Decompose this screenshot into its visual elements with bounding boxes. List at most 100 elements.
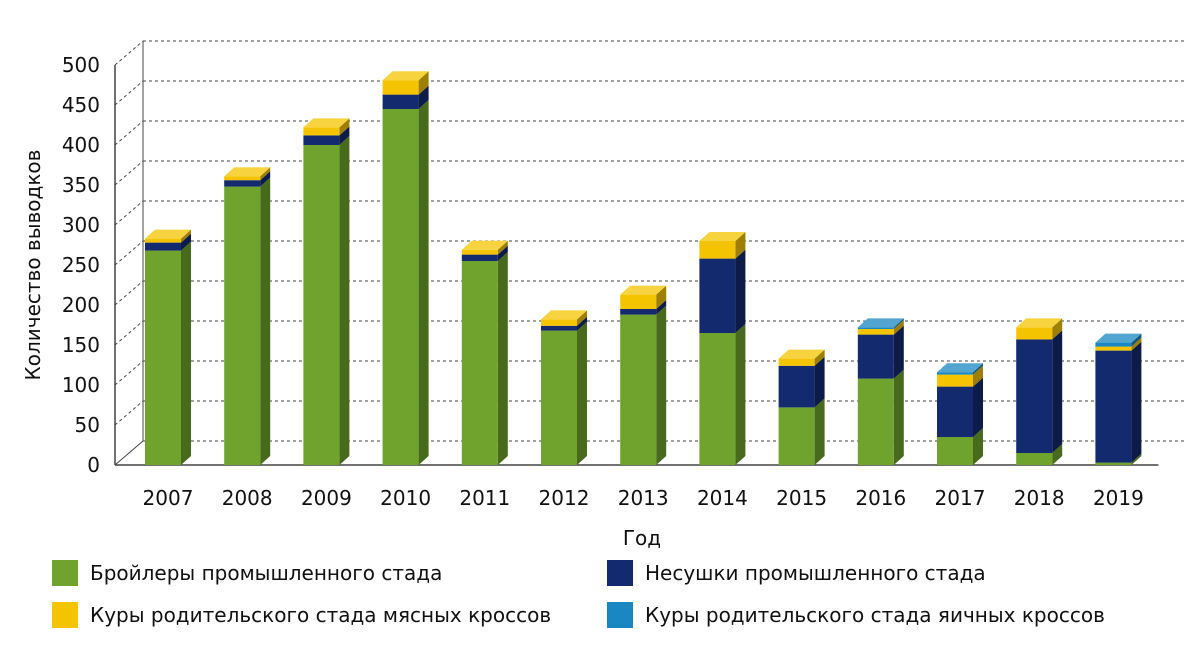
y-tick-label: 500 (62, 53, 100, 77)
bar-2015-s0 (778, 407, 815, 465)
bar-stack-2012 (541, 310, 587, 465)
legend-swatch-broilers (52, 560, 78, 586)
gridline-diagonal (114, 320, 144, 346)
bar-2009-s2 (303, 127, 340, 136)
bar-2016-s2 (857, 329, 894, 335)
x-axis-label: Год (623, 526, 661, 550)
bar-2018-s2 (1016, 327, 1053, 340)
bar-2013-s0 (620, 314, 657, 465)
bar-side-2007-s1 (181, 233, 191, 251)
bar-side-2009-s2 (339, 118, 350, 136)
bar-side-2007-s2 (181, 229, 191, 243)
bar-top-2013 (620, 285, 667, 295)
bar-side-2016-s1 (893, 325, 904, 379)
bar-side-2018-s1 (1052, 330, 1063, 453)
legend-label-broilers: Бройлеры промышленного стада (90, 561, 443, 585)
bar-side-2011-s0 (497, 252, 508, 465)
bar-side-2017-s0 (973, 428, 983, 465)
tick-labels: 0 50 100 150 200 250 300 350 400 450 500 2007 2008 20… (62, 53, 1144, 510)
bar-side-2011-s2 (497, 240, 508, 255)
bar-side-2016-s0 (893, 369, 904, 465)
bar-2011-s2 (461, 249, 498, 255)
bar-2019-s3 (1095, 342, 1132, 347)
bar-2017-s3 (937, 372, 973, 375)
bar-2007-s2 (145, 238, 181, 243)
bar-2011-s1 (461, 254, 498, 261)
x-tick-label-2013: 2013 (618, 486, 669, 510)
bar-side-2019-s2 (1131, 337, 1142, 351)
bar-2010-s2 (382, 80, 419, 95)
bar-2007-s1 (145, 242, 181, 251)
y-tick-label: 350 (62, 173, 100, 197)
bar-2012-s1 (541, 325, 577, 331)
bar-side-2009-s0 (339, 136, 350, 465)
bar-2019-s1 (1095, 350, 1132, 463)
bar-top-2015 (778, 349, 825, 359)
bar-2008-s2 (224, 176, 261, 181)
bar-2013-s2 (620, 294, 657, 309)
legend-item-egg-parents: Куры родительского стада яичных кроссов (607, 602, 1105, 628)
bar-2019-s2 (1095, 346, 1132, 351)
x-tick-label-2011: 2011 (459, 486, 510, 510)
bars (145, 71, 1142, 465)
bar-2009-s0 (303, 145, 340, 465)
bar-2007-s0 (145, 250, 181, 465)
bar-stack-2011 (461, 240, 508, 465)
x-tick-label-2007: 2007 (143, 486, 194, 510)
bar-2012-s0 (541, 330, 577, 465)
bar-side-2019-s0 (1131, 453, 1142, 465)
bar-top-2007 (145, 229, 191, 239)
bar-side-2016-s2 (893, 320, 904, 335)
y-tick-label: 50 (75, 413, 100, 437)
bar-side-2019-s3 (1131, 333, 1142, 347)
bar-side-2010-s1 (418, 85, 429, 109)
x-tick-label-2014: 2014 (697, 486, 748, 510)
bar-stack-2017 (937, 363, 983, 465)
gridline-diagonal (114, 160, 144, 186)
x-tick-label-2015: 2015 (776, 486, 827, 510)
bar-2014-s1 (699, 258, 736, 333)
bar-2011-s0 (461, 261, 498, 465)
gridline-diagonal (114, 80, 144, 106)
bar-side-2013-s2 (656, 285, 667, 309)
bar-stack-2014 (699, 232, 746, 465)
bar-2013-s1 (620, 309, 657, 315)
x-tick-label-2017: 2017 (935, 486, 986, 510)
y-tick-label: 250 (62, 253, 100, 277)
x-tick-label-2010: 2010 (380, 486, 431, 510)
bar-2016-s3 (857, 327, 894, 329)
bar-side-2017-s2 (973, 365, 983, 387)
bar-side-2013-s1 (656, 300, 667, 315)
bar-2017-s1 (937, 386, 973, 437)
y-tick-label: 0 (87, 453, 100, 477)
bar-side-2012-s2 (577, 310, 587, 326)
gridline-diagonal (114, 40, 144, 66)
gridline-diagonal (114, 120, 144, 146)
bar-2017-s0 (937, 437, 973, 465)
bar-2015-s1 (778, 365, 815, 408)
bar-2014-s2 (699, 241, 736, 259)
legend-item-broilers: Бройлеры промышленного стада (52, 560, 442, 586)
bar-2017-s2 (937, 374, 973, 387)
bar-stack-2010 (382, 71, 429, 465)
y-tick-label: 100 (62, 373, 100, 397)
gridline-diagonal (114, 280, 144, 306)
bar-side-2011-s1 (497, 245, 508, 261)
bar-side-2008-s2 (260, 167, 271, 181)
bar-side-2008-s0 (260, 177, 271, 465)
y-axis-label: Количество выводков (21, 150, 45, 381)
bar-2008-s1 (224, 180, 261, 187)
legend-label-meat-parents: Куры родительского стада мясных кроссов (90, 603, 552, 627)
bar-side-2010-s0 (418, 100, 429, 465)
bar-stack-2009 (303, 118, 350, 465)
gridlines (114, 40, 1187, 426)
bar-stack-2013 (620, 285, 667, 465)
bar-2018-s1 (1016, 339, 1053, 453)
legend-label-layers: Несушки промышленного стада (645, 561, 986, 585)
x-tick-label-2009: 2009 (301, 486, 352, 510)
bar-2019-s0 (1095, 462, 1132, 465)
bar-2009-s1 (303, 135, 340, 145)
bar-side-2015-s1 (814, 356, 825, 408)
bar-top-2019 (1095, 333, 1142, 343)
bar-side-2014-s2 (735, 232, 746, 259)
